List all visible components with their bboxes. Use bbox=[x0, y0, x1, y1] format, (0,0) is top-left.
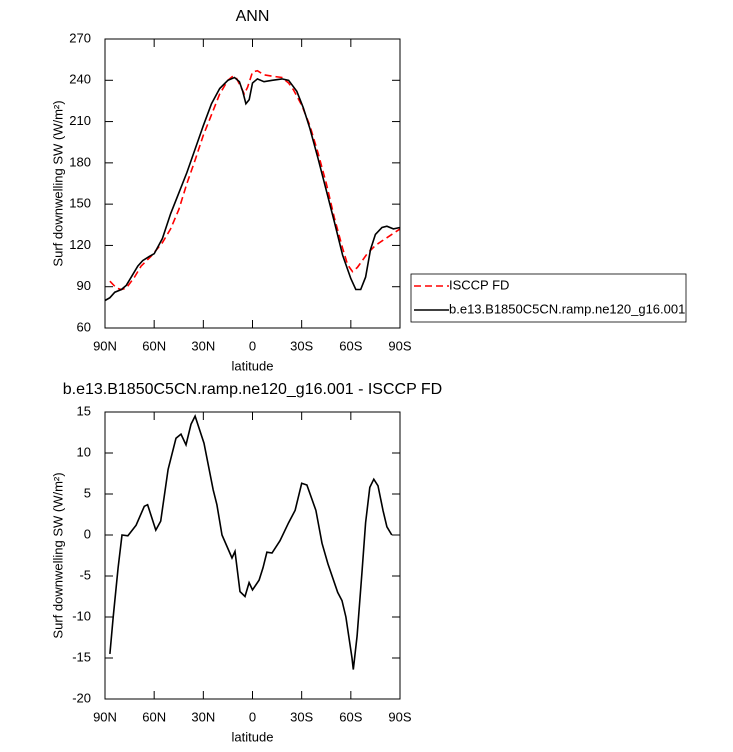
x-tick-label: 30S bbox=[290, 338, 313, 353]
legend-label: ISCCP FD bbox=[449, 277, 509, 292]
x-tick-label: 30N bbox=[191, 709, 215, 724]
y-tick-label: 270 bbox=[69, 30, 91, 45]
chart-title: ANN bbox=[236, 8, 270, 25]
y-tick-label: 180 bbox=[69, 154, 91, 169]
x-axis-label: latitude bbox=[232, 729, 274, 744]
y-tick-label: -5 bbox=[79, 567, 91, 582]
x-tick-label: 0 bbox=[249, 338, 256, 353]
y-tick-label: 0 bbox=[84, 526, 91, 541]
data-line bbox=[109, 414, 393, 670]
plot-frame bbox=[104, 411, 401, 700]
x-axis-label: latitude bbox=[232, 358, 274, 373]
y-tick-label: 10 bbox=[77, 444, 91, 459]
x-tick-label: 90S bbox=[388, 709, 411, 724]
x-tick-label: 60N bbox=[142, 338, 166, 353]
y-tick-label: 15 bbox=[77, 403, 91, 418]
y-tick-label: -15 bbox=[72, 649, 91, 664]
y-tick-label: -20 bbox=[72, 690, 91, 705]
x-tick-label: 30S bbox=[290, 709, 313, 724]
x-tick-label: 90N bbox=[93, 709, 117, 724]
y-axis-label: Surf downwelling SW (W/m²) bbox=[50, 100, 65, 266]
x-tick-label: 60S bbox=[339, 709, 362, 724]
x-tick-label: 90N bbox=[93, 338, 117, 353]
y-axis-label: Surf downwelling SW (W/m²) bbox=[50, 472, 65, 638]
y-tick-label: 120 bbox=[69, 237, 91, 252]
legend-label: b.e13.B1850C5CN.ramp.ne120_g16.001 bbox=[449, 301, 685, 316]
x-tick-label: 30N bbox=[191, 338, 215, 353]
legend-box bbox=[410, 273, 687, 323]
y-tick-label: 5 bbox=[84, 485, 91, 500]
plot-frame bbox=[104, 38, 401, 329]
y-tick-label: -10 bbox=[72, 608, 91, 623]
y-tick-label: 150 bbox=[69, 196, 91, 211]
data-line bbox=[104, 76, 401, 302]
x-tick-label: 90S bbox=[388, 338, 411, 353]
y-tick-label: 210 bbox=[69, 113, 91, 128]
x-tick-label: 60S bbox=[339, 338, 362, 353]
chart-title: b.e13.B1850C5CN.ramp.ne120_g16.001 - ISC… bbox=[63, 381, 442, 398]
y-tick-label: 90 bbox=[77, 278, 91, 293]
x-tick-label: 0 bbox=[249, 709, 256, 724]
x-tick-label: 60N bbox=[142, 709, 166, 724]
y-tick-label: 60 bbox=[77, 319, 91, 334]
data-line bbox=[109, 69, 401, 291]
y-tick-label: 240 bbox=[69, 72, 91, 87]
